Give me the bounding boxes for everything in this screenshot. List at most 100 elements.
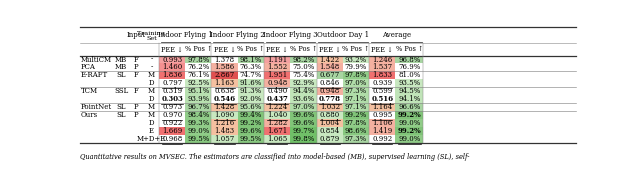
Text: 99.2%: 99.2% bbox=[345, 111, 367, 119]
Bar bbox=[396, 103, 423, 111]
Bar bbox=[396, 87, 423, 95]
Text: Training: Training bbox=[138, 30, 165, 36]
Text: 0.948: 0.948 bbox=[319, 87, 340, 95]
Text: -: - bbox=[150, 56, 152, 64]
Text: 1.669: 1.669 bbox=[162, 127, 182, 135]
Text: 1.282: 1.282 bbox=[267, 119, 287, 127]
Bar bbox=[264, 119, 291, 127]
Bar bbox=[369, 103, 396, 111]
Text: 0.546: 0.546 bbox=[214, 95, 236, 103]
Text: 0.846: 0.846 bbox=[319, 79, 340, 87]
Text: 1.428: 1.428 bbox=[214, 103, 235, 111]
Text: 97.8%: 97.8% bbox=[345, 71, 367, 79]
Bar bbox=[185, 103, 211, 111]
Text: 99.2%: 99.2% bbox=[397, 111, 421, 119]
Text: 1.836: 1.836 bbox=[162, 71, 182, 79]
Text: -: - bbox=[150, 63, 152, 71]
Text: 1.057: 1.057 bbox=[214, 135, 235, 143]
Bar bbox=[369, 71, 396, 79]
Text: PEE ↓: PEE ↓ bbox=[266, 45, 288, 53]
Text: F: F bbox=[134, 71, 138, 79]
Bar bbox=[291, 111, 317, 119]
Bar bbox=[211, 103, 237, 111]
Text: M: M bbox=[148, 103, 155, 111]
Text: 1.483: 1.483 bbox=[214, 127, 235, 135]
Text: 99.8%: 99.8% bbox=[292, 135, 315, 143]
Bar bbox=[264, 63, 291, 71]
Text: 97.1%: 97.1% bbox=[345, 103, 367, 111]
Text: 1.246: 1.246 bbox=[372, 56, 392, 64]
Bar bbox=[317, 63, 343, 71]
Text: PointNet: PointNet bbox=[81, 103, 112, 111]
Text: 95.1%: 95.1% bbox=[187, 87, 209, 95]
Text: 99.2%: 99.2% bbox=[240, 119, 262, 127]
Text: 93.6%: 93.6% bbox=[292, 95, 315, 103]
Bar bbox=[237, 135, 264, 143]
Bar bbox=[237, 119, 264, 127]
Text: 2.867: 2.867 bbox=[214, 71, 235, 79]
Text: 1.090: 1.090 bbox=[214, 111, 235, 119]
Text: 0.879: 0.879 bbox=[319, 135, 340, 143]
Bar bbox=[185, 95, 211, 103]
Text: 99.6%: 99.6% bbox=[292, 119, 315, 127]
Text: 0.880: 0.880 bbox=[319, 111, 340, 119]
Bar bbox=[211, 119, 237, 127]
Text: 1.671: 1.671 bbox=[267, 127, 287, 135]
Bar bbox=[317, 103, 343, 111]
Bar bbox=[396, 111, 423, 119]
Text: 0.437: 0.437 bbox=[266, 95, 288, 103]
Text: 1.419: 1.419 bbox=[372, 127, 392, 135]
Text: 1.040: 1.040 bbox=[267, 111, 287, 119]
Text: 91.3%: 91.3% bbox=[240, 87, 262, 95]
Text: 97.0%: 97.0% bbox=[292, 103, 315, 111]
Text: 99.3%: 99.3% bbox=[187, 119, 209, 127]
Text: 0.677: 0.677 bbox=[319, 71, 340, 79]
Text: 93.5%: 93.5% bbox=[398, 79, 420, 87]
Text: 98.1%: 98.1% bbox=[240, 56, 262, 64]
Text: 81.0%: 81.0% bbox=[398, 71, 420, 79]
Text: Indoor Flying 2: Indoor Flying 2 bbox=[211, 31, 265, 39]
Text: 76.3%: 76.3% bbox=[240, 63, 262, 71]
Bar bbox=[264, 127, 291, 135]
Text: M+D+E: M+D+E bbox=[137, 135, 166, 143]
Bar bbox=[264, 111, 291, 119]
Bar bbox=[369, 127, 396, 135]
Text: 99.2%: 99.2% bbox=[397, 127, 421, 135]
Text: Indoor Flying 3: Indoor Flying 3 bbox=[263, 31, 317, 39]
Bar bbox=[291, 56, 317, 63]
Text: 98.2%: 98.2% bbox=[292, 56, 315, 64]
Text: 76.1%: 76.1% bbox=[187, 71, 209, 79]
Bar bbox=[264, 103, 291, 111]
Bar bbox=[264, 71, 291, 79]
Text: % Pos ↑: % Pos ↑ bbox=[290, 45, 317, 53]
Text: 99.4%: 99.4% bbox=[240, 111, 262, 119]
Text: 96.8%: 96.8% bbox=[398, 56, 420, 64]
Text: 1.065: 1.065 bbox=[267, 135, 287, 143]
Bar bbox=[185, 135, 211, 143]
Bar bbox=[185, 56, 211, 63]
Text: 1.586: 1.586 bbox=[214, 63, 235, 71]
Text: 92.0%: 92.0% bbox=[240, 95, 262, 103]
Text: 0.599: 0.599 bbox=[372, 87, 392, 95]
Bar bbox=[159, 56, 185, 63]
Text: 0.490: 0.490 bbox=[267, 87, 287, 95]
Text: MB: MB bbox=[115, 63, 127, 71]
Bar bbox=[185, 119, 211, 127]
Text: 1.833: 1.833 bbox=[372, 71, 392, 79]
Text: 0.854: 0.854 bbox=[319, 127, 340, 135]
Bar bbox=[185, 87, 211, 95]
Text: 79.9%: 79.9% bbox=[345, 63, 367, 71]
Text: SL: SL bbox=[116, 103, 126, 111]
Bar bbox=[291, 127, 317, 135]
Bar bbox=[291, 79, 317, 87]
Bar bbox=[343, 79, 369, 87]
Text: 93.2%: 93.2% bbox=[345, 56, 367, 64]
Text: 76.9%: 76.9% bbox=[398, 63, 420, 71]
Text: 94.1%: 94.1% bbox=[398, 95, 420, 103]
Bar bbox=[291, 87, 317, 95]
Text: 0.995: 0.995 bbox=[372, 111, 392, 119]
Text: 92.9%: 92.9% bbox=[292, 79, 315, 87]
Bar bbox=[343, 111, 369, 119]
Bar bbox=[369, 119, 396, 127]
Text: 96.7%: 96.7% bbox=[187, 103, 209, 111]
